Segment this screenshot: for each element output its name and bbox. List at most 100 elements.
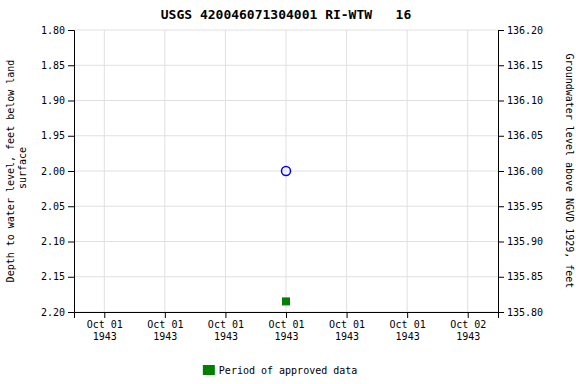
tick-label-line: Oct 01 — [208, 319, 244, 330]
tick-label: 135.95 — [507, 201, 543, 212]
tick-label: Oct 011943 — [390, 319, 426, 342]
tick-label: 1.95 — [41, 130, 65, 141]
tick-label-line: Oct 02 — [450, 319, 486, 330]
tick-label: 2.05 — [41, 201, 65, 212]
grid-line — [104, 30, 105, 312]
tick-label: 136.00 — [507, 166, 543, 177]
tick: 2.05 — [41, 201, 74, 212]
tick-mark — [68, 312, 74, 313]
tick-label-line: Oct 01 — [390, 319, 426, 330]
tick-label-line: 1943 — [396, 331, 420, 342]
axis-line — [75, 313, 499, 319]
tick-mark — [498, 136, 504, 137]
tick: 1.80 — [41, 25, 74, 36]
tick-mark — [68, 65, 74, 66]
x-axis: Oct 011943Oct 011943Oct 011943Oct 011943… — [75, 312, 499, 342]
tick-label: 136.10 — [507, 95, 543, 106]
tick-mark — [498, 65, 504, 66]
tick-mark — [68, 171, 74, 172]
tick-mark — [498, 171, 504, 172]
tick: 1.85 — [41, 60, 74, 71]
chart: 1.801.851.901.952.002.052.102.152.20135.… — [0, 0, 576, 384]
legend-label: Period of approved data — [219, 365, 357, 376]
series — [283, 298, 290, 305]
point — [282, 167, 291, 176]
grid-line — [407, 30, 408, 312]
tick-label: 2.00 — [41, 166, 65, 177]
tick-mark — [68, 30, 74, 31]
tick: Oct 011943 — [87, 312, 123, 342]
tick-label-line: Oct 01 — [329, 319, 365, 330]
tick-label-line: 1943 — [153, 331, 177, 342]
tick-mark — [347, 312, 348, 318]
tick: 2.10 — [41, 236, 74, 247]
tick-mark — [407, 312, 408, 318]
tick-label: Oct 011943 — [329, 319, 365, 342]
tick: 136.10 — [498, 95, 543, 106]
grid — [74, 30, 498, 312]
tick-label-line: 1943 — [274, 331, 298, 342]
y-axis: 1.801.851.901.952.002.052.102.152.20 — [41, 25, 75, 318]
tick-mark — [498, 30, 504, 31]
tick: Oct 011943 — [390, 312, 426, 342]
tick-mark — [498, 242, 504, 243]
tick-label-line: 1943 — [214, 331, 238, 342]
tick: 136.00 — [498, 166, 543, 177]
tick-label: 2.10 — [41, 236, 65, 247]
tick-label: 135.80 — [507, 307, 543, 318]
grid-line — [286, 30, 287, 312]
tick-label-line: Oct 01 — [87, 319, 123, 330]
tick: 135.80 — [498, 307, 543, 318]
tick-label: Oct 011943 — [87, 319, 123, 342]
legend-swatch — [203, 365, 215, 375]
tick-label: 136.15 — [507, 60, 543, 71]
tick: Oct 011943 — [329, 312, 365, 342]
axis-line — [68, 31, 75, 313]
tick-mark — [68, 101, 74, 102]
tick-label: 136.05 — [507, 130, 543, 141]
tick-mark — [498, 101, 504, 102]
tick-mark — [498, 206, 504, 207]
grid-line — [467, 30, 468, 312]
tick: 135.85 — [498, 271, 543, 282]
tick-mark — [225, 312, 226, 318]
tick-label: Oct 011943 — [268, 319, 304, 342]
y-axis-title-line: Depth to water level, feet below land — [5, 60, 16, 283]
tick-mark — [68, 242, 74, 243]
series — [282, 167, 291, 176]
tick: 136.05 — [498, 130, 543, 141]
tick: 135.90 — [498, 236, 543, 247]
tick-mark — [68, 206, 74, 207]
plot: 1.801.851.901.952.002.052.102.152.20135.… — [41, 25, 543, 342]
tick-mark — [165, 312, 166, 318]
tick-label-line: 1943 — [93, 331, 117, 342]
tick-label: Oct 011943 — [208, 319, 244, 342]
tick: 135.95 — [498, 201, 543, 212]
tick: 2.00 — [41, 166, 74, 177]
tick-mark — [104, 312, 105, 318]
marks — [282, 167, 291, 305]
tick-label: 1.80 — [41, 25, 65, 36]
y2-axis-title: Groundwater level above NGVD 1929, feet — [564, 54, 575, 289]
tick-label: 135.85 — [507, 271, 543, 282]
tick: 136.15 — [498, 60, 543, 71]
tick-label: Oct 011943 — [147, 319, 183, 342]
axis-line — [499, 31, 505, 313]
tick-label-line: Oct 01 — [268, 319, 304, 330]
tick-mark — [468, 312, 469, 318]
tick: 2.20 — [41, 307, 74, 318]
tick-label-line: Oct 01 — [147, 319, 183, 330]
grid-line — [164, 30, 165, 312]
tick-label: 2.20 — [41, 307, 65, 318]
tick: 1.90 — [41, 95, 74, 106]
tick: Oct 011943 — [147, 312, 183, 342]
tick-label: Oct 021943 — [450, 319, 486, 342]
tick-label: 1.90 — [41, 95, 65, 106]
grid-line — [346, 30, 347, 312]
legend: Period of approved data — [203, 365, 357, 376]
tick: 1.95 — [41, 130, 74, 141]
tick: 136.20 — [498, 25, 543, 36]
point — [283, 298, 290, 305]
tick-mark — [68, 277, 74, 278]
y-axis-title: Depth to water level, feet below land su… — [5, 60, 28, 283]
